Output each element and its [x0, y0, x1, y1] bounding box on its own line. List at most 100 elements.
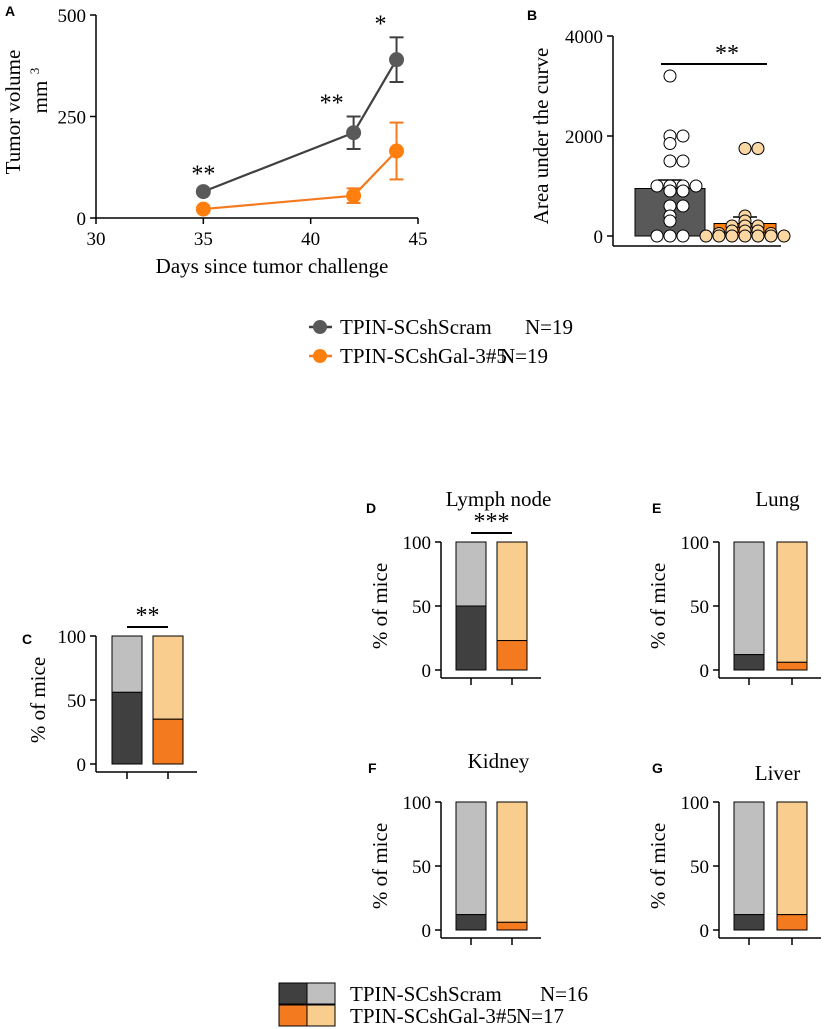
c-y-tick-label: 100	[58, 627, 87, 648]
g-bar-negative	[776, 801, 808, 916]
panel-f-stacked-bar: F Kidney 0 50 100 % of mice	[368, 749, 541, 945]
b-data-point	[676, 154, 690, 168]
b-y-tick-label: 2000	[565, 127, 603, 148]
g-bar-positive	[733, 914, 765, 931]
b-data-point	[663, 69, 677, 83]
panel-letter-e: E	[652, 500, 661, 516]
c-bar-positive	[152, 718, 184, 765]
b-data-point	[676, 184, 690, 198]
panel-letter-g: G	[652, 760, 663, 776]
e-bar-positive	[733, 654, 765, 671]
e-panel-title: Lung	[755, 487, 800, 511]
g-y-tick-label: 0	[700, 921, 710, 942]
f-bar-positive	[496, 921, 528, 931]
f-bar-negative	[496, 801, 528, 923]
panel-letter-a: A	[5, 3, 15, 19]
a-significance-label: **	[191, 162, 215, 188]
a-data-point	[389, 52, 405, 68]
legend-top-gal-label: TPIN-SCshGal-3#5	[340, 344, 507, 368]
legend-bottom-scram-n: N=16	[540, 982, 588, 1006]
e-bar-negative	[733, 541, 765, 656]
b-data-point	[725, 229, 739, 243]
b-data-point	[738, 229, 752, 243]
a-y-tick-label: 0	[77, 209, 87, 230]
legend-bottom-gal-dark-swatch	[278, 1004, 308, 1027]
panel-b-bar-chart: B 0 2000 4000 Area under the curve **	[527, 7, 791, 248]
d-y-tick-label: 50	[412, 597, 431, 618]
b-data-point	[764, 229, 778, 243]
panel-letter-b: B	[527, 7, 537, 23]
legend-top: TPIN-SCshScram N=19 TPIN-SCshGal-3#5 N=1…	[309, 315, 573, 368]
b-data-point	[663, 137, 677, 150]
b-data-point	[712, 229, 726, 243]
b-data-point	[699, 229, 713, 243]
a-y-axis-title-line2: mm	[28, 81, 52, 114]
b-data-point	[650, 179, 664, 193]
g-bar-positive	[776, 914, 808, 931]
legend-bottom-scram-label: TPIN-SCshScram	[350, 982, 502, 1006]
e-y-tick-label: 0	[700, 661, 710, 682]
c-y-axis-title: % of mice	[26, 657, 50, 743]
legend-bottom: TPIN-SCshScram N=16 TPIN-SCshGal-3#5 N=1…	[278, 982, 588, 1028]
f-y-axis-title: % of mice	[368, 823, 392, 909]
e-bar-positive	[776, 661, 808, 671]
legend-bottom-scram-light-swatch	[306, 982, 336, 1005]
b-data-point	[676, 129, 690, 143]
c-bar-negative	[152, 635, 184, 720]
e-y-axis-title: % of mice	[646, 563, 670, 649]
c-bar-negative	[111, 635, 143, 693]
f-panel-title: Kidney	[468, 749, 530, 773]
f-y-tick-label: 100	[403, 793, 432, 814]
a-x-tick-label: 40	[301, 229, 320, 250]
a-y-tick-label: 250	[58, 108, 87, 129]
b-data-point	[751, 142, 765, 155]
a-x-axis-title: Days since tumor challenge	[156, 254, 389, 278]
b-data-point	[777, 229, 791, 243]
a-y-tick-label: 500	[58, 6, 87, 27]
f-bar-positive	[455, 914, 487, 931]
f-y-tick-label: 0	[422, 921, 432, 942]
b-data-point	[738, 142, 752, 155]
legend-bottom-gal-label: TPIN-SCshGal-3#5	[350, 1004, 517, 1028]
a-x-tick-label: 35	[194, 229, 213, 250]
panel-letter-d: D	[366, 500, 376, 516]
a-significance-label: *	[375, 11, 387, 37]
a-y-axis-title-superscript: 3	[27, 68, 42, 75]
a-data-point	[195, 184, 211, 200]
c-y-tick-label: 0	[77, 755, 87, 776]
e-bar-negative	[776, 541, 808, 663]
g-panel-title: Liver	[755, 761, 800, 785]
b-y-tick-label: 4000	[565, 27, 603, 48]
d-y-tick-label: 100	[403, 533, 432, 554]
b-data-point	[751, 229, 765, 243]
a-data-point	[195, 201, 211, 217]
d-y-axis-title: % of mice	[368, 563, 392, 649]
panel-a-line-chart: A 0 250 500 30 35 40 45 Days since tumor challe…	[1, 3, 428, 278]
panel-d-stacked-bar: D Lymph node 0 50 100 % of mice ***	[366, 487, 551, 685]
d-significance-label: ***	[474, 509, 510, 535]
legend-top-scram-marker	[313, 320, 327, 334]
a-data-point	[389, 143, 405, 159]
b-data-point	[663, 184, 677, 198]
b-data-point	[663, 229, 677, 243]
b-data-point	[676, 229, 690, 243]
d-panel-title: Lymph node	[446, 487, 552, 511]
a-series-line-0	[202, 59, 398, 193]
legend-bottom-scram-dark-swatch	[278, 982, 308, 1005]
d-bar-negative	[455, 541, 487, 607]
c-significance-label: **	[136, 603, 160, 629]
b-data-point	[650, 229, 664, 243]
legend-bottom-gal-n: N=17	[516, 1004, 564, 1028]
legend-bottom-gal-light-swatch	[306, 1004, 336, 1027]
a-significance-label: **	[320, 91, 344, 117]
f-bar-negative	[455, 801, 487, 916]
b-y-tick-label: 0	[594, 227, 604, 248]
legend-top-scram-n: N=19	[525, 315, 573, 339]
a-x-tick-label: 45	[409, 229, 428, 250]
b-data-point	[663, 154, 677, 168]
g-y-axis-title: % of mice	[646, 823, 670, 909]
panel-e-stacked-bar: E Lung 0 50 100 % of mice	[646, 487, 821, 685]
panel-letter-c: C	[22, 631, 32, 647]
c-bar-positive	[111, 691, 143, 765]
